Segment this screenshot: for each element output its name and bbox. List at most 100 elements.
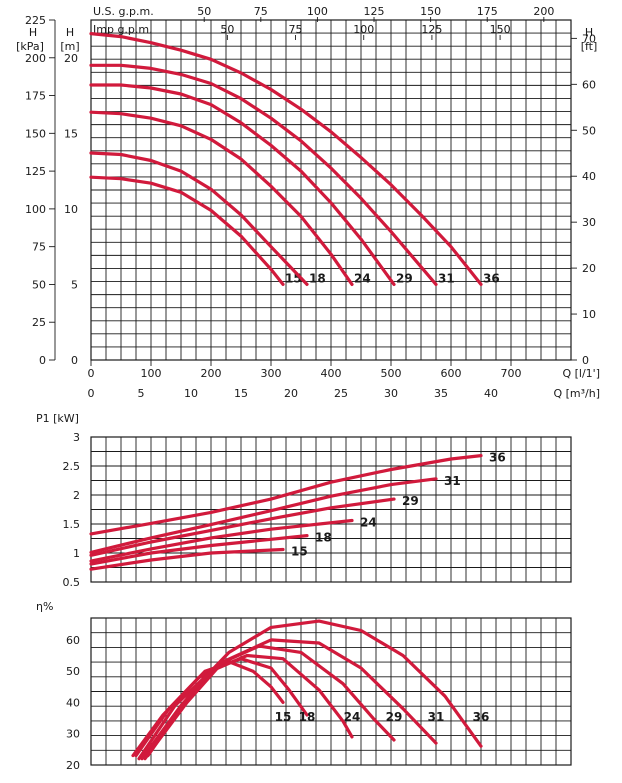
head-top-tick-label: 50 [197,5,211,18]
head-kpa-tick-label: 100 [25,203,46,216]
head-bottom-lmin-tick-label: 400 [321,367,342,380]
head-bottom-m3h-tick-label: 0 [88,387,95,400]
head-ft-tick-label: 40 [582,170,596,183]
head-bottom-m3h-tick-label: 10 [184,387,198,400]
head-curve-18 [89,151,309,286]
head-m-tick-label: 20 [64,52,78,65]
efficiency-curve-label: 31 [428,710,445,724]
power-tick-label: 1 [73,547,80,560]
power-curve-18 [89,534,309,566]
efficiency-curve-31 [143,638,438,761]
efficiency-tick-label: 30 [66,728,80,741]
head-bottom-lmin-tick-label: 500 [381,367,402,380]
head-kpa-tick-label: 25 [32,316,46,329]
power-curve-15 [89,547,285,571]
head-top-tick-label: 150 [420,5,441,18]
power-frame [90,436,572,583]
head-ft-axis-unit: [ft] [581,40,598,53]
head-top-tick-label: 150 [490,23,511,36]
power-chart: P1 [kW] 0.5 1 1.5 2 2.5 3 15 18 24 29 31 36 [36,412,572,589]
head-curve-29 [89,83,396,286]
power-curve-label: 24 [360,516,377,530]
head-curve-36 [89,32,483,286]
head-ft-tick-label: 20 [582,262,596,275]
head-curve-label: 36 [483,271,500,285]
head-ft-tick-label: 10 [582,308,596,321]
power-tick-label: 1.5 [63,518,81,531]
power-curve-31 [89,477,438,554]
head-ft-tick-label: 50 [582,124,596,137]
head-bottom-lmin-tick-label: 200 [201,367,222,380]
head-kpa-axis-title: H [29,26,37,39]
power-curve-36 [89,454,483,536]
head-bottom-m3h-tick-label: 5 [138,387,145,400]
head-m-tick-label: 15 [64,127,78,140]
head-bottom-lmin-tick-label: 100 [141,367,162,380]
head-bottom-m3h-tick-label: 15 [234,387,248,400]
head-curve-24 [89,110,354,286]
power-tick-label: 0.5 [63,576,81,589]
efficiency-curve-label: 18 [299,710,316,724]
power-curve-24 [89,518,354,563]
head-bottom-m3h-tick-label: 35 [434,387,448,400]
head-chart: H[kPa]0255075100125150175200225H[m]05101… [16,5,600,400]
head-m-tick-label: 5 [71,278,78,291]
efficiency-tick-label: 50 [66,665,80,678]
power-tick-label: 2.5 [63,460,81,473]
head-top-tick-label: 125 [364,5,385,18]
head-bottom-m3h-tick-label: 30 [384,387,398,400]
efficiency-chart: η% 20 30 40 50 60 15 18 24 29 31 36 [36,600,572,772]
head-m-tick-label: 0 [71,354,78,367]
head-bottom-lmin-axis-label: Q [l/1'] [562,367,600,380]
head-ft-tick-label: 60 [582,78,596,91]
head-kpa-tick-label: 150 [25,127,46,140]
head-kpa-tick-label: 225 [25,14,46,27]
head-ft-tick-label: 30 [582,216,596,229]
head-kpa-tick-label: 0 [39,354,46,367]
power-tick-label: 2 [73,489,80,502]
head-kpa-tick-label: 50 [32,278,46,291]
power-curve-label: 18 [315,531,332,545]
head-m-axis-unit: [m] [60,40,79,53]
head-curve-label: 18 [309,271,326,285]
head-top-tick-label: 175 [477,5,498,18]
efficiency-axis-label: η% [36,600,53,613]
power-axis-label: P1 [kW] [36,412,79,425]
power-curve-label: 36 [489,451,506,465]
head-ft-axis-title: H [585,26,593,39]
power-tick-label: 3 [73,431,80,444]
efficiency-curve-label: 36 [473,710,490,724]
head-top-axis-label: Imp g.p.m. [93,23,153,36]
head-curve-label: 29 [396,271,413,285]
efficiency-tick-label: 60 [66,634,80,647]
head-top-tick-label: 100 [353,23,374,36]
head-bottom-m3h-axis-label: Q [m³/h] [553,387,600,400]
efficiency-curve-label: 29 [386,710,403,724]
head-kpa-tick-label: 175 [25,90,46,103]
head-bottom-lmin-tick-label: 700 [501,367,522,380]
head-m-axis-title: H [66,26,74,39]
head-top-tick-label: 75 [289,23,303,36]
head-bottom-lmin-tick-label: 0 [88,367,95,380]
head-kpa-tick-label: 125 [25,165,46,178]
efficiency-tick-label: 20 [66,759,80,772]
efficiency-curve-36 [146,619,483,758]
head-ft-tick-label: 0 [582,354,589,367]
power-curve-label: 31 [444,474,461,488]
power-curve-label: 29 [402,494,419,508]
head-kpa-tick-label: 200 [25,52,46,65]
efficiency-curve-18 [134,657,309,758]
head-top-axis-label: U.S. g.p.m. [93,5,154,18]
head-top-tick-label: 125 [421,23,442,36]
head-curve-label: 24 [354,271,371,285]
eff-frame [90,617,572,766]
head-bottom-m3h-tick-label: 40 [484,387,498,400]
head-bottom-lmin-tick-label: 300 [261,367,282,380]
head-m-tick-label: 10 [64,203,78,216]
power-curve-label: 15 [291,545,308,559]
head-kpa-tick-label: 75 [32,241,46,254]
efficiency-curve-label: 15 [275,710,292,724]
power-curve-29 [89,497,396,557]
head-top-tick-label: 75 [254,5,268,18]
